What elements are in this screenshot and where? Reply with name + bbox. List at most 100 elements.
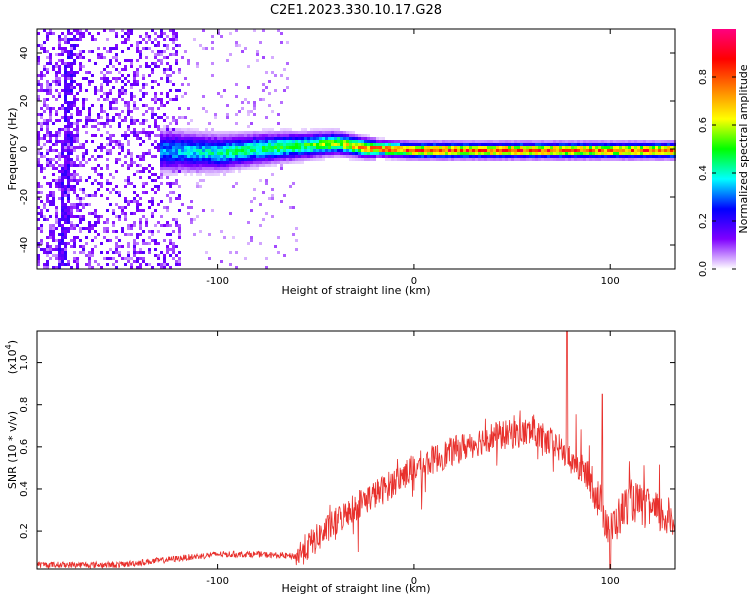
heatmap-cell — [49, 233, 52, 236]
heatmap-cell — [76, 155, 79, 158]
heatmap-cell — [472, 146, 475, 149]
heatmap-cell — [61, 128, 64, 131]
heatmap-cell — [565, 146, 568, 149]
heatmap-cell — [520, 140, 523, 143]
heatmap-cell — [217, 149, 220, 152]
heatmap-cell — [178, 68, 181, 71]
heatmap-cell — [61, 74, 64, 77]
y-tick-label: 0 — [19, 146, 30, 152]
heatmap-cell — [91, 248, 94, 251]
heatmap-cell — [157, 65, 160, 68]
heatmap-cell — [169, 191, 172, 194]
heatmap-cell — [259, 179, 262, 182]
heatmap-cell — [100, 167, 103, 170]
heatmap-cell — [325, 131, 328, 134]
heatmap-cell — [517, 152, 520, 155]
heatmap-cell — [409, 155, 412, 158]
heatmap-cell — [157, 53, 160, 56]
heatmap-cell — [415, 140, 418, 143]
heatmap-cell — [79, 218, 82, 221]
heatmap-cell — [274, 74, 277, 77]
heatmap-cell — [157, 188, 160, 191]
heatmap-cell — [382, 143, 385, 146]
heatmap-cell — [124, 185, 127, 188]
heatmap-cell — [124, 41, 127, 44]
heatmap-cell — [559, 143, 562, 146]
heatmap-cell — [280, 161, 283, 164]
heatmap-cell — [124, 104, 127, 107]
heatmap-cell — [208, 173, 211, 176]
heatmap-cell — [94, 92, 97, 95]
heatmap-cell — [160, 170, 163, 173]
heatmap-cell — [76, 92, 79, 95]
heatmap-cell — [127, 242, 130, 245]
heatmap-cell — [496, 158, 499, 161]
heatmap-cell — [55, 167, 58, 170]
heatmap-cell — [205, 170, 208, 173]
heatmap-cell — [427, 152, 430, 155]
heatmap-cell — [211, 155, 214, 158]
heatmap-cell — [532, 152, 535, 155]
heatmap-cell — [586, 158, 589, 161]
heatmap-cell — [148, 134, 151, 137]
heatmap-cell — [430, 152, 433, 155]
heatmap-cell — [142, 251, 145, 254]
heatmap-cell — [478, 152, 481, 155]
snr-scale-close: ) — [6, 340, 19, 344]
heatmap-cell — [574, 149, 577, 152]
heatmap-cell — [142, 119, 145, 122]
heatmap-cell — [94, 245, 97, 248]
heatmap-cell — [247, 158, 250, 161]
heatmap-cell — [61, 206, 64, 209]
heatmap-cell — [508, 146, 511, 149]
heatmap-cell — [97, 113, 100, 116]
heatmap-cell — [37, 260, 40, 263]
heatmap-cell — [121, 89, 124, 92]
heatmap-cell — [265, 164, 268, 167]
heatmap-cell — [412, 149, 415, 152]
heatmap-cell — [511, 146, 514, 149]
heatmap-cell — [412, 143, 415, 146]
heatmap-cell — [58, 260, 61, 263]
heatmap-cell — [262, 164, 265, 167]
heatmap-cell — [88, 230, 91, 233]
heatmap-cell — [286, 131, 289, 134]
heatmap-cell — [55, 74, 58, 77]
heatmap-cell — [112, 77, 115, 80]
heatmap-cell — [136, 44, 139, 47]
heatmap-cell — [331, 140, 334, 143]
heatmap-cell — [160, 167, 163, 170]
heatmap-cell — [385, 146, 388, 149]
heatmap-cell — [556, 143, 559, 146]
heatmap-cell — [64, 236, 67, 239]
heatmap-cell — [49, 140, 52, 143]
heatmap-cell — [634, 149, 637, 152]
heatmap-cell — [262, 134, 265, 137]
heatmap-cell — [124, 206, 127, 209]
heatmap-cell — [64, 35, 67, 38]
heatmap-cell — [109, 92, 112, 95]
heatmap-cell — [460, 140, 463, 143]
heatmap-cell — [202, 161, 205, 164]
heatmap-cell — [55, 83, 58, 86]
heatmap-cell — [67, 191, 70, 194]
heatmap-cell — [136, 266, 139, 269]
heatmap-cell — [82, 143, 85, 146]
heatmap-cell — [259, 224, 262, 227]
heatmap-cell — [277, 152, 280, 155]
heatmap-cell — [130, 29, 133, 32]
heatmap-cell — [79, 143, 82, 146]
heatmap-cell — [355, 146, 358, 149]
heatmap-cell — [61, 197, 64, 200]
heatmap-cell — [61, 170, 64, 173]
heatmap-cell — [175, 158, 178, 161]
heatmap-cell — [154, 32, 157, 35]
heatmap-cell — [328, 143, 331, 146]
heatmap-cell — [502, 158, 505, 161]
heatmap-cell — [64, 251, 67, 254]
heatmap-cell — [175, 155, 178, 158]
heatmap-cell — [538, 143, 541, 146]
heatmap-cell — [664, 152, 667, 155]
heatmap-cell — [124, 218, 127, 221]
